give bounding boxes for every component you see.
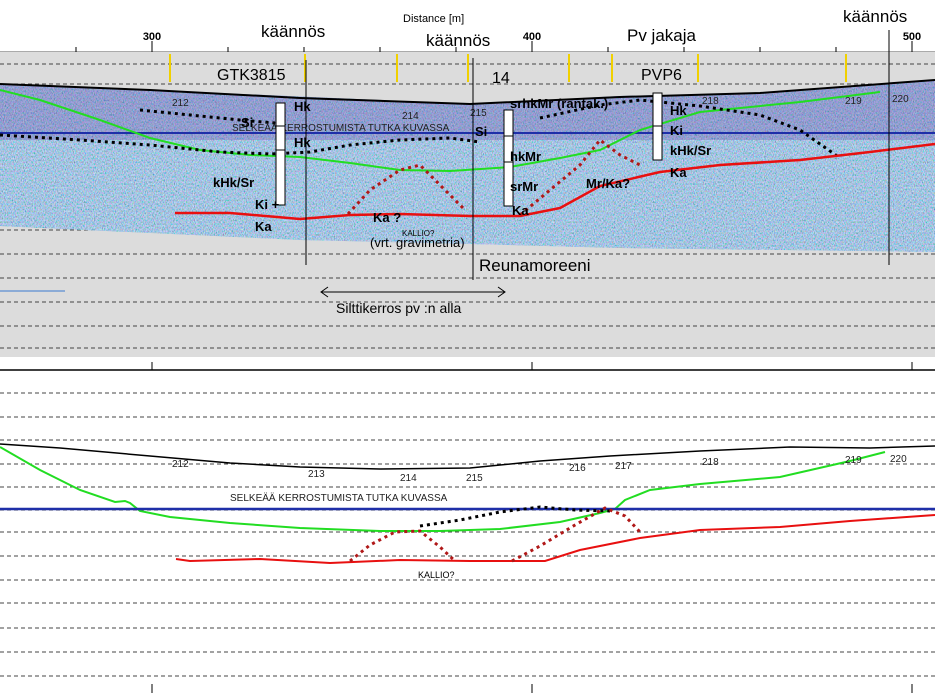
axis-title: Distance [m] bbox=[403, 13, 464, 25]
station-220-bottom: 220 bbox=[890, 454, 907, 465]
bh1-hk-upper: Hk bbox=[294, 99, 311, 114]
bh3-mr-ka: Mr/Ka? bbox=[586, 176, 630, 191]
station-markers bbox=[169, 54, 847, 82]
radar-image bbox=[0, 80, 935, 252]
station-220-top: 220 bbox=[892, 94, 909, 105]
black-dotted-upper-top bbox=[139, 108, 276, 125]
bh1-ka: Ka bbox=[255, 219, 272, 234]
bedrock-question-label-top: KALLIO? bbox=[402, 229, 435, 238]
bh3-ka: Ka bbox=[670, 165, 687, 180]
station-212-bottom: 212 bbox=[172, 459, 189, 470]
top-panel: 300 400 500 Distance [m] bbox=[0, 0, 935, 357]
end-moraine-label: Reunamoreeni bbox=[479, 256, 591, 275]
bh2-srhkmr: srhkMr (rantak.) bbox=[510, 96, 608, 111]
station-218-bottom: 218 bbox=[702, 457, 719, 468]
bh3-ki: Ki bbox=[670, 123, 683, 138]
borehole-gtk3815-label: GTK3815 bbox=[217, 67, 286, 84]
station-214-top: 214 bbox=[402, 111, 419, 122]
axis-tick-300: 300 bbox=[143, 31, 161, 43]
station-219-top: 219 bbox=[845, 96, 862, 107]
borehole-14-label: 14 bbox=[492, 70, 510, 87]
clear-stratification-label-bottom: SELKEÄÄ KERROSTUMISTA TUTKA KUVASSA bbox=[230, 492, 448, 504]
axis-strip bbox=[0, 0, 935, 52]
green-layer-bottom bbox=[0, 446, 886, 532]
borehole-pvp6-label: PVP6 bbox=[641, 67, 682, 84]
black-dotted-layer-bottom bbox=[419, 505, 611, 528]
borehole-column-2 bbox=[503, 109, 514, 207]
station-213-bottom: 213 bbox=[308, 469, 325, 480]
bh1-hk-lower: Hk bbox=[294, 135, 311, 150]
depth-guides-bottom bbox=[0, 392, 935, 677]
station-212-top: 212 bbox=[172, 98, 189, 109]
axis-tick-500: 500 bbox=[903, 31, 921, 43]
bh2-srmr: srMr bbox=[510, 179, 538, 194]
bedrock-line-top bbox=[175, 142, 935, 221]
bedrock-question-interp: Ka ? bbox=[373, 210, 401, 225]
turn-lines bbox=[305, 30, 890, 280]
gravimetry-note: (vrt. gravimetria) bbox=[370, 235, 465, 250]
station-215-top: 215 bbox=[470, 108, 487, 119]
bh1-si: Si bbox=[241, 115, 253, 130]
silt-extent-arrow bbox=[320, 286, 506, 298]
station-215-bottom: 215 bbox=[466, 473, 483, 484]
bedrock-line-bottom bbox=[175, 514, 935, 565]
bottom-tick-marks bbox=[151, 362, 913, 693]
black-dotted-right-top bbox=[539, 98, 841, 160]
ground-surface-line-bottom bbox=[0, 443, 935, 470]
bh2-hkmr: hkMr bbox=[510, 149, 541, 164]
dotted-bedrock-interp-bottom-1 bbox=[349, 529, 457, 563]
pv-divider-label: Pv jakaja bbox=[627, 26, 697, 45]
silt-layer-label: Silttikerros pv :n alla bbox=[336, 300, 461, 316]
bh1-khk-sr: kHk/Sr bbox=[213, 175, 254, 190]
bh2-ka: Ka bbox=[512, 203, 529, 218]
dotted-bedrock-interp-1 bbox=[346, 163, 467, 216]
turn-label-3: käännös bbox=[843, 7, 907, 26]
station-216-bottom: 216 bbox=[569, 463, 586, 474]
axis-tick-marks bbox=[75, 41, 913, 52]
station-218-top: 218 bbox=[702, 96, 719, 107]
bh1-ki: Ki + bbox=[255, 197, 280, 212]
dotted-bedrock-interp-bottom-2 bbox=[511, 506, 642, 563]
station-217-bottom: 217 bbox=[615, 461, 632, 472]
clear-stratification-label-top: SELKEÄÄ KERROSTUMISTA TUTKA KUVASSA bbox=[232, 122, 450, 134]
turn-label-2: käännös bbox=[426, 31, 490, 50]
bottom-panel: 212 213 214 215 216 217 218 219 220 SELK… bbox=[0, 362, 935, 693]
borehole-column-1 bbox=[275, 102, 286, 206]
axis-tick-400: 400 bbox=[523, 31, 541, 43]
ground-surface-line bbox=[0, 79, 935, 106]
bh3-khk-sr: kHk/Sr bbox=[670, 143, 711, 158]
bedrock-question-label-bottom: KALLIO? bbox=[418, 570, 455, 580]
turn-label-1: käännös bbox=[261, 22, 325, 41]
bh2-si: Si bbox=[475, 124, 487, 139]
station-219-bottom: 219 bbox=[845, 455, 862, 466]
bh3-hk: Hk bbox=[670, 103, 687, 118]
station-214-bottom: 214 bbox=[400, 473, 417, 484]
